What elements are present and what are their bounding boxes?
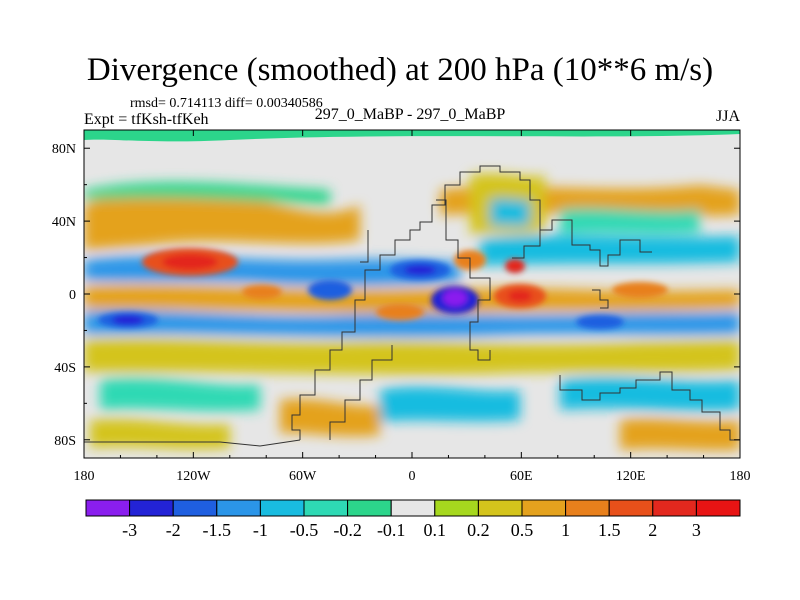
colorbar-swatch xyxy=(695,499,741,517)
colorbar-swatch xyxy=(608,499,654,517)
colorbar-swatch xyxy=(390,499,436,517)
colorbar-level-label: -2 xyxy=(166,520,181,540)
x-tick-label: 120W xyxy=(176,469,211,484)
colorbar-level-label: -0.2 xyxy=(333,520,362,540)
x-axis: 180 120W 60W 0 60E 120E 180 xyxy=(74,130,751,484)
colorbar-swatch xyxy=(521,499,567,517)
colorbar-level-label: -1.5 xyxy=(203,520,232,540)
colorbar-swatch xyxy=(259,499,305,517)
x-tick-label: 60W xyxy=(289,469,317,484)
y-tick-label: 80S xyxy=(54,434,76,449)
divergence-field xyxy=(84,130,740,451)
x-tick-label: 120E xyxy=(616,469,646,484)
experiment-label: Expt = tfKsh-tfKeh xyxy=(84,111,209,128)
y-tick-label: 40S xyxy=(54,361,76,376)
colorbar-swatch xyxy=(85,499,131,517)
colorbar-level-label: 0.1 xyxy=(424,520,447,540)
chart-title: Divergence (smoothed) at 200 hPa (10**6 … xyxy=(86,52,714,88)
x-tick-label: 60E xyxy=(510,469,533,484)
colorbar-level-label: 2 xyxy=(648,520,657,540)
x-tick-label: 0 xyxy=(409,469,416,484)
colorbar-level-label: 0.2 xyxy=(467,520,490,540)
colorbar-swatch xyxy=(347,499,392,517)
colorbar-level-label: -0.1 xyxy=(377,520,406,540)
colorbar-level-label: -3 xyxy=(122,520,137,540)
colorbar-level-label: 1.5 xyxy=(598,520,621,540)
colorbar-swatch xyxy=(477,499,523,517)
y-axis: 80N 40N 0 40S 80S xyxy=(52,142,740,449)
colorbar-level-label: 0.5 xyxy=(511,520,534,540)
colorbar-level-label: 3 xyxy=(692,520,701,540)
y-tick-label: 0 xyxy=(69,288,76,303)
rmsd-diff-stats: rmsd= 0.714113 diff= 0.00340586 xyxy=(130,96,323,111)
colorbar-level-label: -1 xyxy=(253,520,268,540)
colorbar-swatch xyxy=(216,499,261,517)
x-tick-label: 180 xyxy=(74,469,95,484)
colorbar-swatch xyxy=(434,499,479,517)
colorbar-level-label: -0.5 xyxy=(290,520,319,540)
colorbar-level-label: 1 xyxy=(561,520,570,540)
y-tick-label: 40N xyxy=(52,215,76,230)
season-label: JJA xyxy=(715,108,740,125)
case-label: 297_0_MaBP - 297_0_MaBP xyxy=(314,106,506,123)
colorbar-swatch xyxy=(303,499,349,517)
colorbar-swatch xyxy=(652,499,697,517)
colorbar: -3 -2 -1.5 -1 -0.5 -0.2 -0.1 0.1 0.2 0.5 1 1.5 2 3 xyxy=(85,499,741,540)
colorbar-swatch xyxy=(129,499,174,517)
x-tick-label: 180 xyxy=(730,469,751,484)
colorbar-swatch xyxy=(565,499,610,517)
colorbar-swatch xyxy=(172,499,218,517)
y-tick-label: 80N xyxy=(52,142,76,157)
